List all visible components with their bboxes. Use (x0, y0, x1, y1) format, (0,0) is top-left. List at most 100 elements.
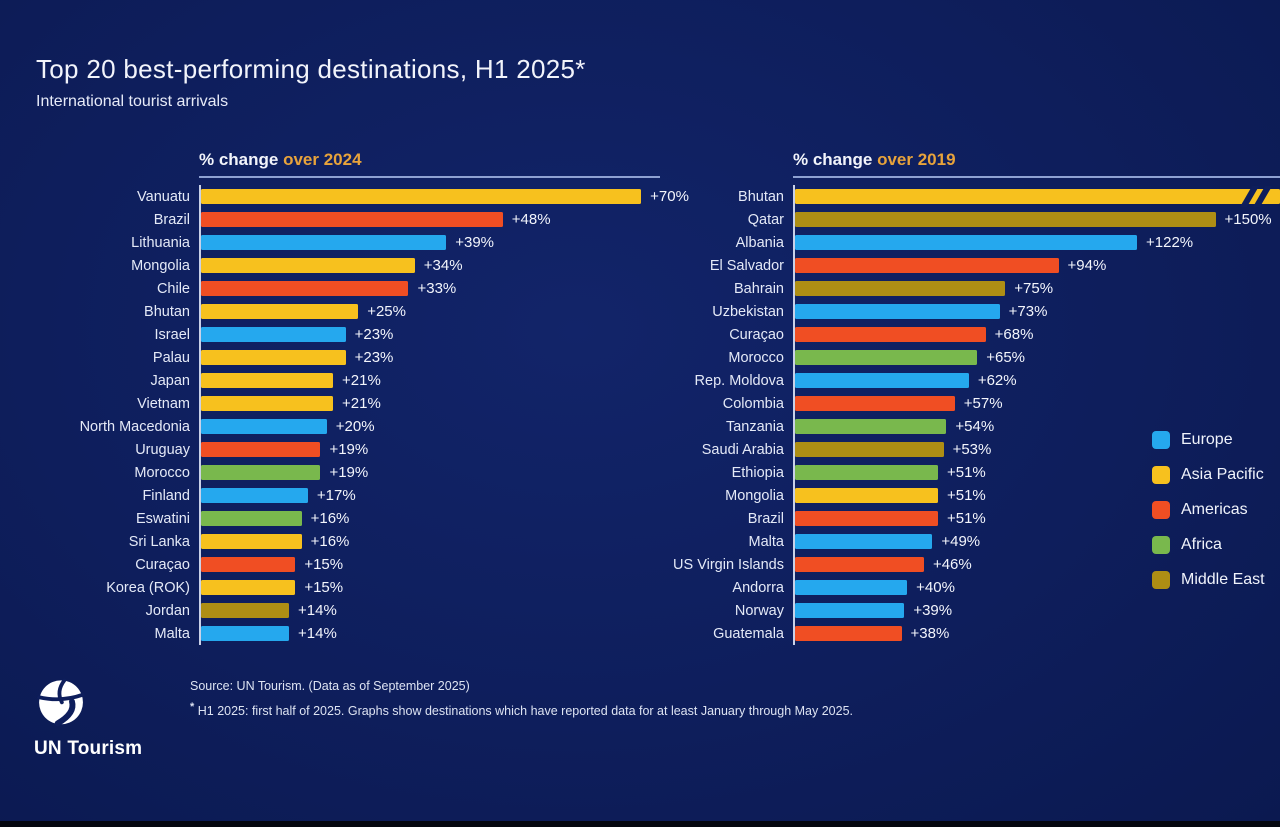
bar-row: Guatemala +38% (655, 622, 1280, 645)
bar (795, 373, 969, 388)
country-label: Morocco (728, 349, 784, 366)
bar-track (793, 185, 1280, 208)
bar (795, 304, 1000, 319)
country-label: Bahrain (734, 280, 784, 297)
bar (201, 488, 308, 503)
legend-label: Europe (1181, 430, 1233, 448)
bar-track: +62% (793, 369, 1280, 392)
bar (795, 442, 944, 457)
country-label: Eswatini (136, 510, 190, 527)
bar-track: +38% (793, 622, 1280, 645)
bar (795, 235, 1138, 250)
country-label: Rep. Moldova (694, 372, 784, 389)
value-label: +68% (994, 326, 1034, 343)
bar-row: Brazil +51% (655, 507, 1280, 530)
value-label: +21% (342, 395, 381, 412)
bar (201, 350, 346, 365)
value-label: +33% (417, 280, 457, 297)
bar (201, 235, 447, 250)
country-label: Bhutan (144, 303, 190, 320)
value-label: +51% (946, 510, 986, 527)
legend: Europe Asia Pacific Americas Africa Middle E… (1152, 422, 1265, 597)
country-label: Curaçao (135, 556, 190, 573)
bar-track: +51% (793, 461, 1280, 484)
bar-row: Qatar +150% (655, 208, 1280, 231)
value-label: +49% (941, 533, 981, 550)
bar (201, 258, 415, 273)
bar (201, 603, 290, 618)
bar-row: El Salvador +94% (655, 254, 1280, 277)
country-label: Brazil (747, 510, 784, 527)
bar (795, 419, 947, 434)
bar-track: +19% (199, 438, 660, 461)
bar-row: Uruguay +19% (30, 438, 660, 461)
country-label: Lithuania (131, 234, 190, 251)
footnote-text: H1 2025: first half of 2025. Graphs show… (194, 704, 854, 719)
bar (795, 488, 938, 503)
value-label: +39% (455, 234, 495, 251)
value-label: +122% (1146, 234, 1194, 251)
chart-change-over-2024: % change over 2024 Vanuatu +70% Brazil +48%… (30, 150, 689, 645)
country-label: Vanuatu (137, 188, 190, 205)
bar-row: Andorra +40% (655, 576, 1280, 599)
legend-item: Africa (1152, 527, 1265, 562)
chart-title-prefix: % change (793, 150, 878, 169)
bar (795, 212, 1216, 227)
country-label: Qatar (747, 211, 784, 228)
bar-track: +70% (199, 185, 689, 208)
chart-header-line (199, 176, 660, 178)
value-label: +19% (329, 464, 369, 481)
chart-change-over-2019: % change over 2019 Bhutan Qatar +150% Alban… (655, 150, 1280, 645)
country-label: Sri Lanka (128, 533, 190, 550)
country-label: Chile (156, 280, 190, 297)
value-label: +20% (335, 418, 375, 435)
bar-row: North Macedonia +20% (30, 415, 660, 438)
bar-track: +40% (793, 576, 1280, 599)
bar (201, 442, 321, 457)
value-label: +46% (932, 556, 972, 573)
bar-track: +68% (793, 323, 1280, 346)
country-label: Uzbekistan (712, 303, 784, 320)
value-label: +75% (1014, 280, 1054, 297)
bar-row: Brazil +48% (30, 208, 660, 231)
bar-track: +49% (793, 530, 1280, 553)
value-label: +15% (304, 556, 344, 573)
bar-row: Bhutan (655, 185, 1280, 208)
value-label: +39% (913, 602, 953, 619)
bar-track: +94% (793, 254, 1280, 277)
value-label: +23% (354, 326, 394, 343)
legend-swatch (1152, 430, 1170, 449)
bar-row: Colombia +57% (655, 392, 1280, 415)
bar-row: Norway +39% (655, 599, 1280, 622)
bar (201, 373, 334, 388)
country-label: Andorra (732, 579, 784, 596)
country-label: Malta (748, 533, 784, 550)
bar-track: +39% (793, 599, 1280, 622)
bar-row: Korea (ROK) +15% (30, 576, 660, 599)
bar-row: Palau +23% (30, 346, 660, 369)
chart-rows: Vanuatu +70% Brazil +48% Lithuania +39% Mongol… (30, 185, 689, 645)
bar (201, 557, 296, 572)
country-label: Norway (734, 602, 784, 619)
bar-row: Malta +49% (655, 530, 1280, 553)
bar-track: +14% (199, 622, 660, 645)
bar-row: Mongolia +51% (655, 484, 1280, 507)
bar-track: +17% (199, 484, 660, 507)
bar (795, 534, 933, 549)
bar-row: Bahrain +75% (655, 277, 1280, 300)
legend-swatch (1152, 465, 1170, 484)
legend-item: Europe (1152, 422, 1265, 457)
bar (795, 350, 978, 365)
bar-row: Albania +122% (655, 231, 1280, 254)
bar-track: +46% (793, 553, 1280, 576)
brand-name: UN Tourism (34, 738, 143, 759)
legend-swatch (1152, 500, 1170, 519)
bar (795, 258, 1059, 273)
country-label: Guatemala (713, 625, 784, 642)
bar-row: Uzbekistan +73% (655, 300, 1280, 323)
bar-row: Finland +17% (30, 484, 660, 507)
legend-label: Asia Pacific (1181, 465, 1264, 483)
country-label: Curaçao (729, 326, 784, 343)
bar (795, 557, 924, 572)
